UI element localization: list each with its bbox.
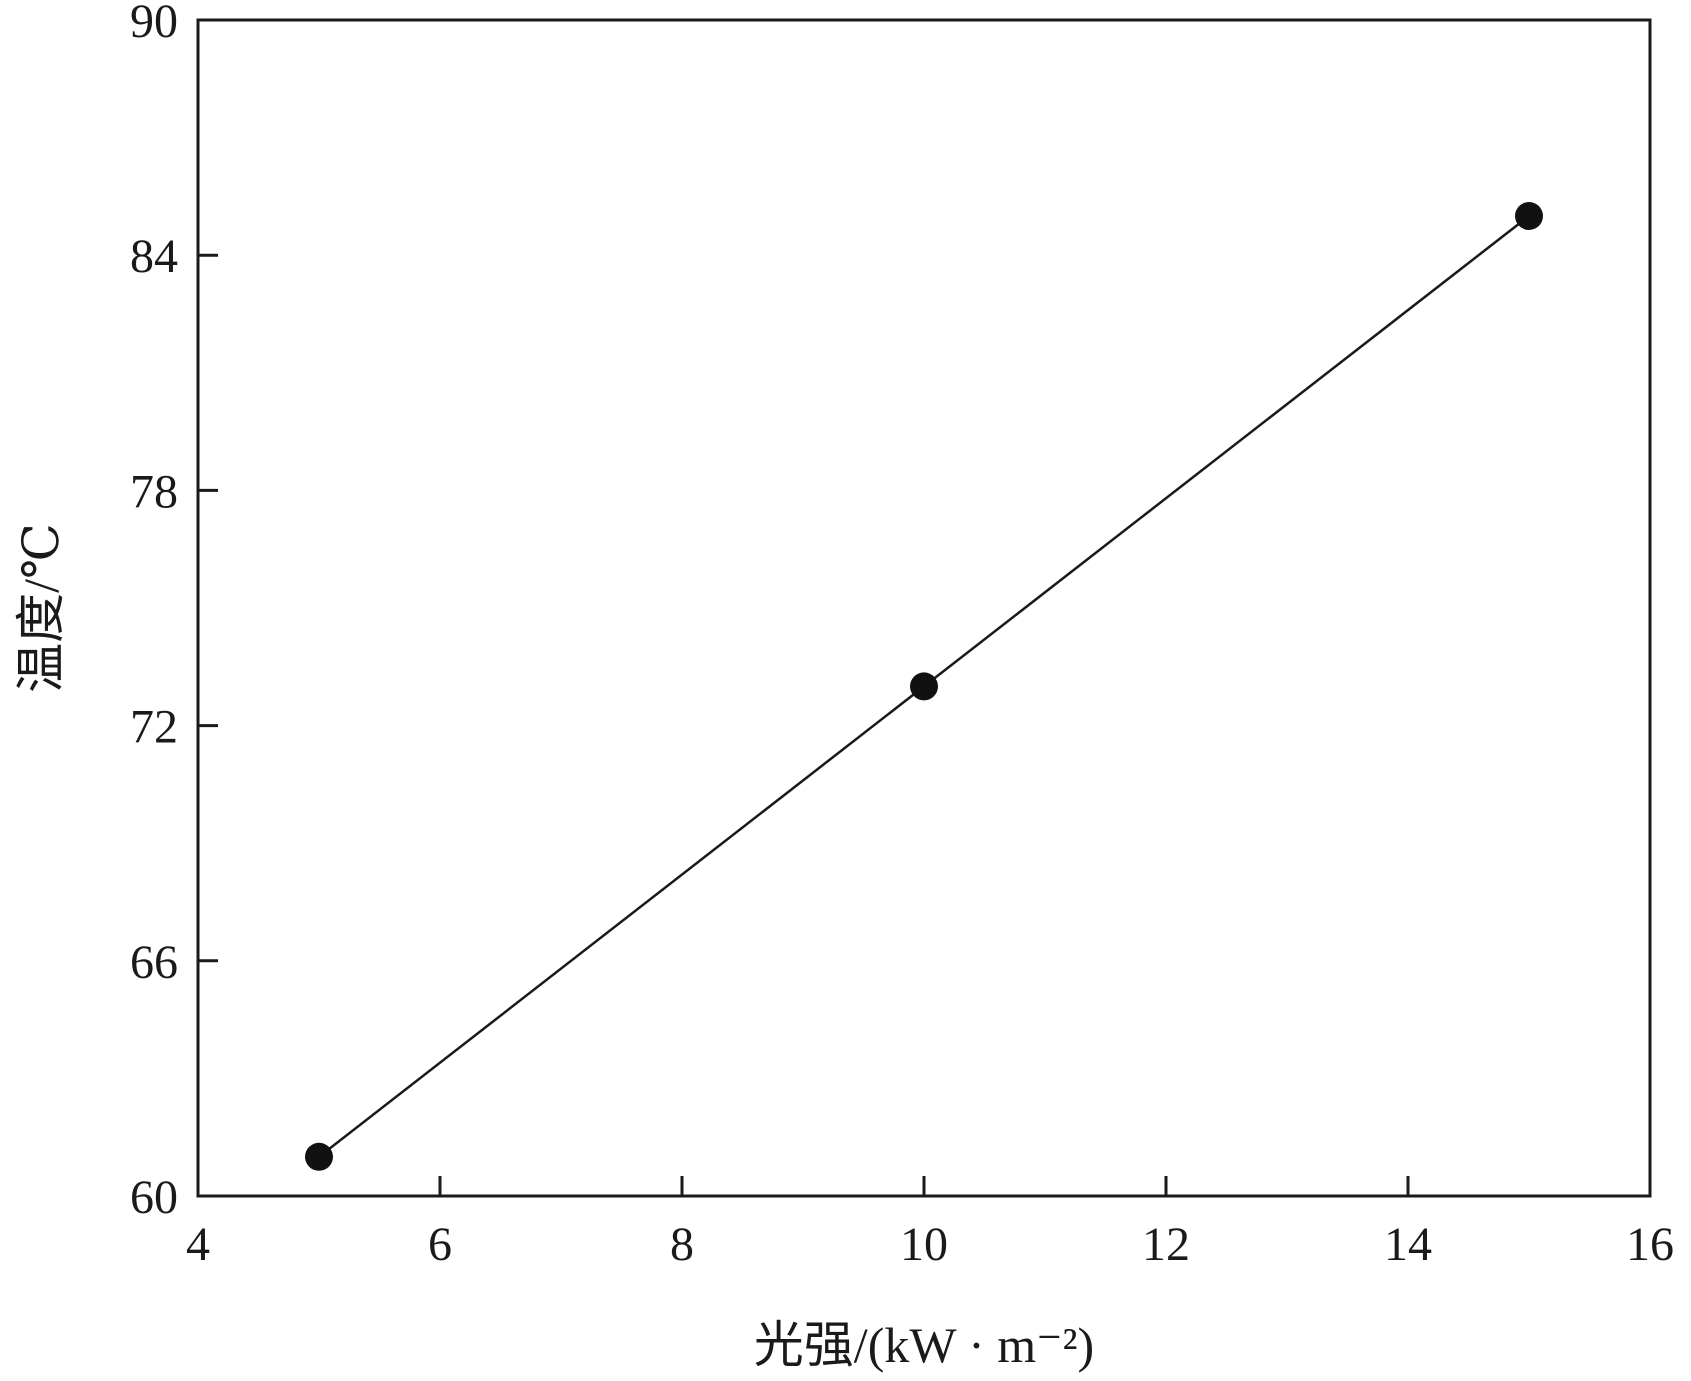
plot-frame (196, 18, 1652, 1198)
x-tick-label: 6 (428, 1218, 452, 1271)
y-axis-title: 温度/℃ (13, 523, 69, 693)
x-tick-label: 4 (186, 1218, 210, 1271)
series-layer (305, 202, 1543, 1171)
y-tick-label: 72 (130, 701, 178, 754)
data-point (1515, 202, 1543, 230)
data-point (910, 672, 938, 701)
y-axis: 60 66 72 78 84 90 (130, 0, 218, 1224)
x-tick-label: 14 (1384, 1218, 1432, 1271)
y-tick-label: 84 (130, 230, 178, 283)
y-tick-label: 60 (130, 1171, 178, 1224)
x-tick-label: 8 (670, 1218, 694, 1271)
x-axis-title: 光强/(kW · m⁻²) (754, 1317, 1094, 1373)
y-tick-label: 78 (130, 465, 178, 518)
y-tick-label: 66 (130, 936, 178, 989)
data-point (305, 1142, 333, 1171)
y-tick-label: 90 (130, 0, 178, 48)
x-tick-label: 10 (900, 1218, 948, 1271)
x-tick-label: 12 (1142, 1218, 1190, 1271)
x-tick-label: 16 (1626, 1218, 1674, 1271)
x-axis: 4 6 8 10 12 14 16 (186, 1176, 1674, 1271)
